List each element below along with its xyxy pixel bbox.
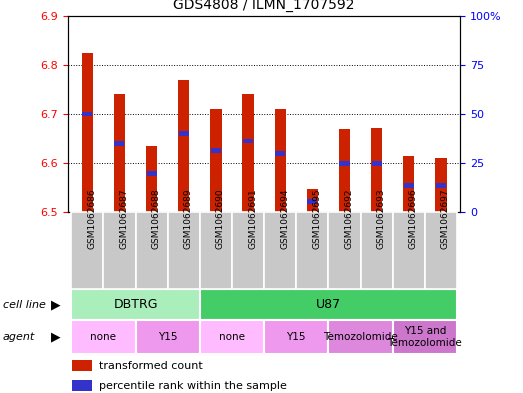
Bar: [72, 360, 92, 371]
Text: GSM1062694: GSM1062694: [280, 188, 289, 249]
Bar: [104, 212, 135, 289]
Bar: [135, 212, 168, 289]
Bar: [210, 109, 222, 212]
Bar: [135, 320, 200, 354]
Bar: [72, 380, 92, 391]
Bar: [403, 156, 414, 212]
Text: DBTRG: DBTRG: [113, 298, 158, 311]
Bar: [114, 94, 125, 212]
Text: Temozolomide: Temozolomide: [323, 332, 398, 342]
Bar: [71, 212, 104, 289]
Bar: [71, 289, 200, 320]
Bar: [436, 183, 446, 188]
Text: GSM1062689: GSM1062689: [184, 188, 193, 249]
Text: GSM1062686: GSM1062686: [87, 188, 96, 249]
Bar: [275, 151, 285, 156]
Bar: [306, 189, 318, 212]
Text: U87: U87: [316, 298, 341, 311]
Text: none: none: [219, 332, 245, 342]
Bar: [339, 129, 350, 212]
Bar: [178, 80, 189, 212]
Bar: [200, 289, 457, 320]
Bar: [425, 212, 457, 289]
Text: GSM1062696: GSM1062696: [409, 188, 418, 249]
Bar: [200, 212, 232, 289]
Bar: [243, 94, 254, 212]
Text: ▶: ▶: [51, 331, 60, 343]
Text: GSM1062693: GSM1062693: [377, 188, 385, 249]
Bar: [296, 212, 328, 289]
Bar: [211, 149, 221, 153]
Bar: [168, 212, 200, 289]
Bar: [82, 53, 93, 212]
Bar: [115, 141, 124, 146]
Bar: [71, 320, 135, 354]
Bar: [328, 212, 360, 289]
Bar: [146, 146, 157, 212]
Bar: [243, 139, 253, 143]
Bar: [371, 161, 382, 165]
Bar: [339, 161, 349, 165]
Bar: [308, 199, 317, 204]
Bar: [393, 320, 457, 354]
Bar: [435, 158, 447, 212]
Bar: [82, 112, 93, 116]
Text: Y15 and
Temozolomide: Y15 and Temozolomide: [388, 326, 462, 348]
Text: Y15: Y15: [158, 332, 177, 342]
Text: cell line: cell line: [3, 299, 46, 310]
Bar: [232, 212, 264, 289]
Bar: [200, 320, 264, 354]
Text: GSM1062695: GSM1062695: [312, 188, 321, 249]
Bar: [146, 171, 157, 176]
Bar: [275, 109, 286, 212]
Bar: [179, 131, 189, 136]
Text: GSM1062690: GSM1062690: [216, 188, 225, 249]
Bar: [371, 128, 382, 212]
Text: GSM1062697: GSM1062697: [441, 188, 450, 249]
Bar: [393, 212, 425, 289]
Text: none: none: [90, 332, 116, 342]
Text: GSM1062688: GSM1062688: [152, 188, 161, 249]
Text: Y15: Y15: [287, 332, 306, 342]
Bar: [328, 320, 393, 354]
Text: GSM1062692: GSM1062692: [345, 188, 354, 249]
Text: percentile rank within the sample: percentile rank within the sample: [99, 380, 287, 391]
Bar: [264, 320, 328, 354]
Text: transformed count: transformed count: [99, 361, 203, 371]
Bar: [404, 183, 414, 188]
Text: ▶: ▶: [51, 298, 60, 311]
Text: GSM1062691: GSM1062691: [248, 188, 257, 249]
Bar: [264, 212, 296, 289]
Title: GDS4808 / ILMN_1707592: GDS4808 / ILMN_1707592: [173, 0, 355, 12]
Text: agent: agent: [3, 332, 35, 342]
Text: GSM1062687: GSM1062687: [119, 188, 129, 249]
Bar: [360, 212, 393, 289]
